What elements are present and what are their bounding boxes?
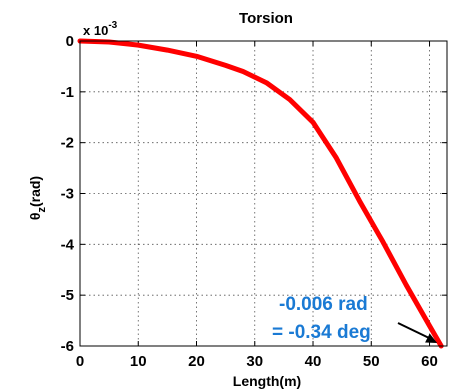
annotation-line-2: = -0.34 deg (272, 322, 371, 343)
annotation-arrow (397, 322, 438, 343)
y-tick-label: -6 (61, 338, 74, 355)
x-axis-label: Length(m) (233, 373, 301, 389)
x-tick-label: 10 (130, 353, 147, 370)
plot-area (80, 41, 447, 346)
series-line (77, 38, 444, 349)
y-tick-label: -3 (61, 186, 74, 203)
annotation-line-1: -0.006 rad (279, 294, 368, 315)
x-tick-label: 50 (363, 353, 380, 370)
y-tick-label: -1 (61, 84, 74, 101)
y-tick-label: 0 (66, 33, 74, 50)
exponent-label: x 10-3 (83, 20, 118, 38)
y-tick-labels: 0 -1 -2 -3 -4 -5 -6 (61, 33, 75, 355)
y-tick-label: -5 (61, 287, 74, 304)
y-tick-label: -2 (61, 135, 74, 152)
y-tick-label: -4 (61, 236, 75, 253)
chart-title: Torsion (239, 10, 293, 27)
x-tick-label: 30 (246, 353, 263, 370)
y-axis-label: θz(rad) (27, 176, 48, 220)
x-tick-label: 60 (421, 353, 438, 370)
x-tick-label: 40 (305, 353, 322, 370)
grid (80, 41, 447, 346)
x-tick-label: 20 (188, 353, 205, 370)
plot-border (79, 40, 448, 347)
x-tick-labels: 0 10 20 30 40 50 60 (76, 353, 438, 370)
x-tick-label: 0 (76, 353, 84, 370)
